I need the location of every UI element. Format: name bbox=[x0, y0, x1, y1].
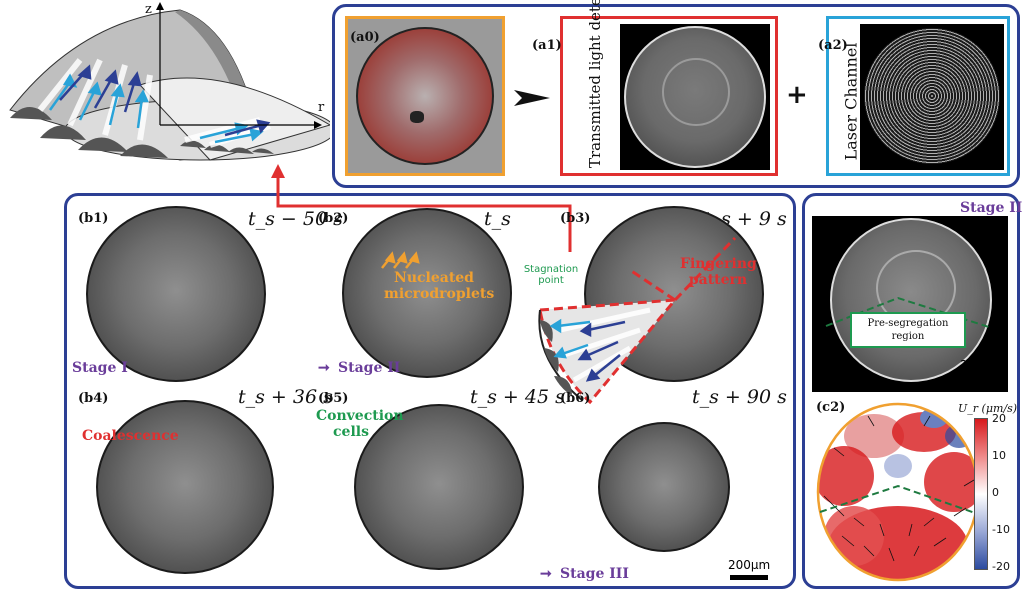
axis-z-label: z bbox=[145, 2, 152, 17]
panel-a0-image bbox=[345, 16, 505, 176]
axis-r-label: r bbox=[318, 100, 325, 115]
connector-arrow bbox=[271, 164, 572, 252]
stagnation-label: Stagnation point bbox=[523, 264, 579, 286]
b3-overlay bbox=[538, 236, 737, 405]
panel-b6-image bbox=[598, 422, 730, 552]
panel-b-frame bbox=[64, 193, 796, 589]
panel-c2-label: (c2) bbox=[816, 400, 846, 415]
panel-c2-velocity-field bbox=[816, 402, 980, 582]
a1-channel-label: Transmitted light detector bbox=[586, 0, 604, 168]
panel-b4-label: (b4) bbox=[78, 391, 109, 406]
plus-sign: + bbox=[786, 80, 808, 110]
panel-b-scalebar bbox=[730, 575, 768, 580]
stage-2-label-b: Stage II bbox=[338, 360, 401, 376]
panel-a-frame bbox=[332, 4, 1020, 188]
colorbar-tick-neg10: -10 bbox=[992, 523, 1010, 536]
colorbar bbox=[974, 418, 988, 570]
panel-b3-label: (b3) bbox=[560, 211, 591, 226]
panel-a0-label: (a0) bbox=[350, 30, 380, 45]
panel-b4-image bbox=[96, 400, 274, 574]
panel-b1-label: (b1) bbox=[78, 211, 109, 226]
stage-3-label: Stage III bbox=[560, 566, 629, 582]
panel-b-scalebar-text: 200μm bbox=[728, 558, 771, 572]
droplet-schematic bbox=[9, 2, 330, 161]
colorbar-tick-0: 0 bbox=[992, 486, 999, 499]
coalescence-label: Coalescence bbox=[82, 428, 179, 444]
panel-b1-time: t_s − 50 s bbox=[248, 208, 343, 230]
panel-b6-label: (b6) bbox=[560, 391, 591, 406]
panel-c-scalebar-text: 200μm bbox=[960, 358, 1003, 372]
panel-a1-image bbox=[620, 24, 770, 170]
colorbar-tick-neg20: -20 bbox=[992, 560, 1010, 573]
orange-arrows-icon bbox=[381, 251, 420, 269]
panel-b5-time: t_s + 45 s bbox=[470, 386, 565, 408]
colorbar-tick-10: 10 bbox=[992, 449, 1006, 462]
right-arrow-icon bbox=[514, 90, 550, 106]
stage-3-arrow-icon: ➞ bbox=[540, 566, 552, 582]
panel-b5-image bbox=[354, 404, 524, 570]
stage-1-label: Stage I bbox=[72, 360, 128, 376]
a2-channel-label: Laser Channel bbox=[841, 42, 861, 160]
nucleated-label: Nucleated microdroplets bbox=[384, 270, 495, 302]
panel-c1-image bbox=[812, 216, 1008, 392]
panel-a2-label: (a2) bbox=[818, 38, 848, 53]
panel-b2-time: t_s bbox=[484, 208, 511, 230]
colorbar-tick-20: 20 bbox=[992, 412, 1006, 425]
presegregation-label: Pre-segregation region bbox=[850, 312, 966, 348]
stage-2-arrow-icon: ➞ bbox=[318, 360, 330, 376]
panel-b3-image bbox=[584, 206, 764, 382]
panel-b2-image bbox=[342, 208, 512, 378]
panel-c-scalebar bbox=[960, 374, 1000, 379]
convection-label: Convection cells bbox=[316, 408, 404, 440]
panel-b2-label: (b2) bbox=[318, 211, 349, 226]
a1-channel-container: Transmitted light detector bbox=[572, 0, 618, 168]
colorbar-title: U_r (μm/s) bbox=[958, 402, 1018, 415]
panel-c1-label: (c1) bbox=[818, 220, 848, 235]
panel-b5-label: (b5) bbox=[318, 391, 349, 406]
panel-b1-image bbox=[86, 206, 266, 382]
panel-b6-time: t_s + 90 s bbox=[692, 386, 787, 408]
fingering-label: Fingering pattern bbox=[680, 256, 757, 288]
panel-a1-label: (a1) bbox=[532, 38, 562, 53]
stage-2-label-c: Stage II bbox=[960, 200, 1023, 216]
panel-c-frame bbox=[802, 193, 1020, 589]
panel-a2-image bbox=[860, 24, 1004, 170]
panel-b4-time: t_s + 36 s bbox=[238, 386, 333, 408]
